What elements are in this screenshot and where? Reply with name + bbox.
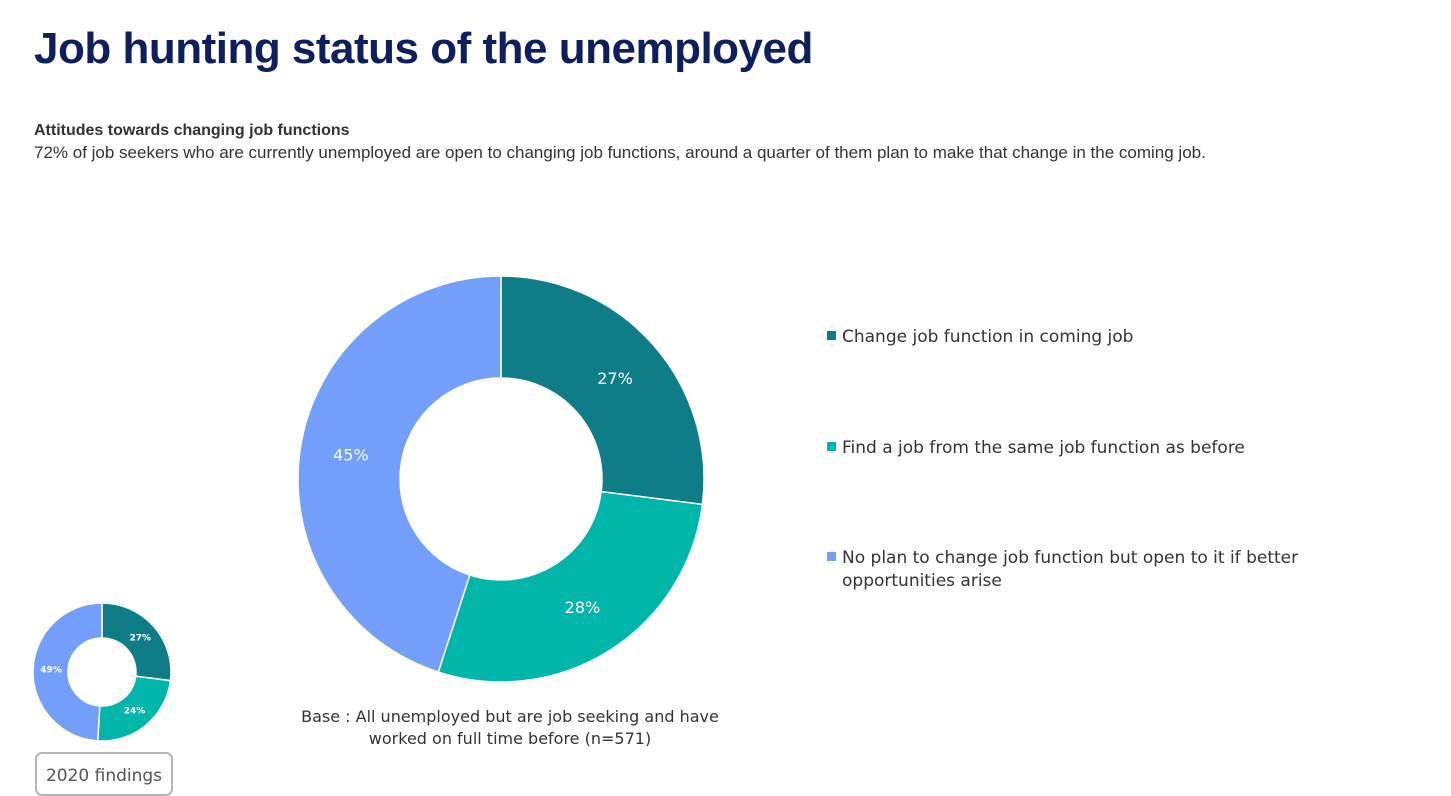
donut-1-label-1: 24% xyxy=(124,706,146,716)
legend-marker xyxy=(827,331,836,340)
donut-0-slice-2 xyxy=(297,275,502,674)
legend-marker xyxy=(827,552,836,561)
donut-0-label-0: 27% xyxy=(597,369,633,388)
base-note: Base : All unemployed but are job seekin… xyxy=(301,707,719,748)
donut-1-slice-1 xyxy=(96,675,172,742)
legend-item-open-to-change: No plan to change job function but open … xyxy=(827,547,1312,593)
chart-subtitle: Attitudes towards changing job functions xyxy=(34,122,350,139)
chart-description: 72% of job seekers who are currently une… xyxy=(34,143,1206,162)
donut-1-label-2: 49% xyxy=(40,665,62,675)
legend-label: No plan to change job function but open … xyxy=(842,548,1299,591)
donut-0-slice-1 xyxy=(437,490,704,683)
donut-0-slice-0 xyxy=(500,275,705,506)
donut-1-label-0: 27% xyxy=(129,633,151,643)
donut-0-label-2: 45% xyxy=(333,446,369,465)
donut-0-label-1: 28% xyxy=(565,598,601,617)
legend-label: Find a job from the same job function as… xyxy=(842,438,1245,458)
legend-item-same-function: Find a job from the same job function as… xyxy=(827,437,1245,460)
findings-2020-badge: 2020 findings xyxy=(35,752,173,796)
donut-1-slice-0 xyxy=(101,602,172,682)
legend-marker xyxy=(827,442,836,451)
donut-1-slice-2 xyxy=(32,602,103,742)
page-title: Job hunting status of the unemployed xyxy=(34,24,813,73)
legend-label: Change job function in coming job xyxy=(842,327,1134,347)
legend-item-change-function: Change job function in coming job xyxy=(827,326,1133,349)
